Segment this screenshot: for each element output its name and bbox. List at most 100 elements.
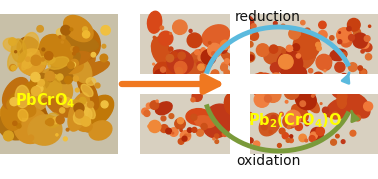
Circle shape [256,44,269,56]
Circle shape [361,50,364,53]
Circle shape [310,132,317,139]
Ellipse shape [41,76,62,98]
Ellipse shape [224,92,242,115]
Circle shape [366,54,372,60]
Ellipse shape [3,38,22,52]
Circle shape [319,21,326,29]
Circle shape [342,84,347,89]
Ellipse shape [76,98,106,132]
Circle shape [271,115,276,121]
Circle shape [277,144,281,147]
Circle shape [38,79,45,86]
Ellipse shape [71,107,86,122]
Circle shape [153,63,155,65]
Circle shape [359,42,365,48]
Circle shape [101,26,110,35]
Circle shape [338,40,342,44]
Circle shape [150,101,159,109]
Circle shape [169,128,178,136]
Circle shape [353,28,361,36]
Circle shape [153,36,155,38]
Ellipse shape [337,90,347,108]
Circle shape [178,77,194,92]
Circle shape [339,32,341,33]
Ellipse shape [58,34,98,51]
Circle shape [360,69,367,76]
Circle shape [161,116,166,121]
Circle shape [279,54,293,69]
Circle shape [172,132,174,134]
Circle shape [56,116,64,124]
Circle shape [307,81,316,91]
Ellipse shape [22,58,33,68]
Ellipse shape [332,89,361,102]
Circle shape [364,43,372,52]
Circle shape [290,77,296,83]
Circle shape [304,28,310,34]
Ellipse shape [327,98,353,119]
Circle shape [197,62,202,67]
Circle shape [211,31,226,46]
Circle shape [173,20,187,34]
Circle shape [62,36,65,39]
Circle shape [209,73,217,81]
Ellipse shape [14,108,48,144]
Circle shape [287,126,290,129]
Circle shape [209,42,211,44]
Circle shape [316,127,324,136]
Circle shape [286,139,290,142]
Circle shape [175,118,185,129]
Circle shape [175,67,183,75]
Circle shape [222,76,234,88]
Circle shape [364,36,370,42]
Circle shape [358,66,363,70]
Circle shape [145,86,149,90]
Circle shape [193,87,200,94]
Circle shape [201,48,205,52]
Circle shape [239,69,243,73]
Circle shape [289,138,293,142]
Ellipse shape [251,82,266,97]
Circle shape [308,69,313,73]
Circle shape [10,65,16,71]
Circle shape [26,57,30,61]
Circle shape [332,116,335,118]
Ellipse shape [18,49,46,75]
Circle shape [289,28,300,39]
Circle shape [215,134,219,138]
Text: $\mathbf{Pb_2(CrO_4)O}$: $\mathbf{Pb_2(CrO_4)O}$ [248,112,342,130]
Circle shape [195,50,200,55]
Circle shape [212,52,215,55]
Circle shape [225,59,229,64]
Circle shape [317,46,321,50]
Circle shape [224,70,229,75]
Circle shape [62,98,71,107]
Circle shape [322,107,328,113]
Ellipse shape [8,50,20,71]
Circle shape [248,55,254,60]
FancyBboxPatch shape [118,0,140,179]
Ellipse shape [31,81,47,109]
Ellipse shape [51,81,65,95]
Circle shape [361,41,369,48]
Circle shape [53,117,59,124]
Circle shape [158,31,173,45]
Text: $\mathbf{PbCrO_4}$: $\mathbf{PbCrO_4}$ [15,91,75,110]
Circle shape [281,24,285,28]
Ellipse shape [202,25,229,47]
Circle shape [251,24,256,29]
Circle shape [245,112,253,121]
Circle shape [9,38,16,45]
Circle shape [28,135,34,141]
Circle shape [311,95,314,97]
Circle shape [341,74,347,79]
Ellipse shape [187,49,213,73]
Circle shape [180,129,182,131]
Circle shape [332,112,338,118]
Circle shape [269,130,272,133]
Circle shape [233,82,237,86]
Circle shape [347,26,351,31]
Circle shape [324,70,326,72]
Ellipse shape [246,73,274,91]
Ellipse shape [69,100,82,108]
